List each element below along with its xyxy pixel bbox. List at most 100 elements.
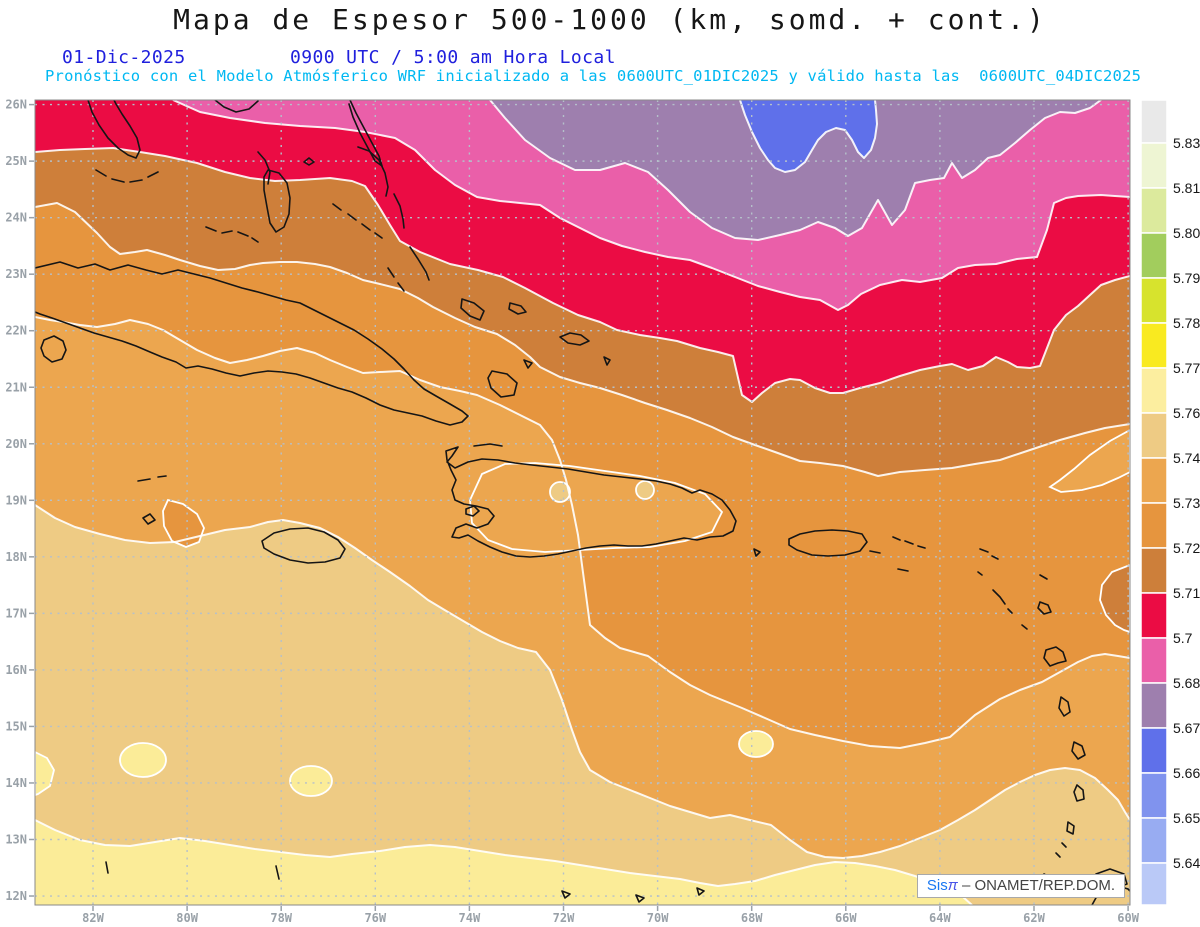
colorbar-swatch <box>1140 772 1168 819</box>
lon-label: 62W <box>1023 911 1045 925</box>
coast-caymans <box>137 475 167 525</box>
coast-providencia <box>105 861 280 880</box>
lat-label: 23N <box>5 267 27 281</box>
lat-label: 20N <box>5 437 27 451</box>
enclave-paleyellow-spot <box>119 742 167 778</box>
coast-cat-island <box>393 193 405 229</box>
coast-martinique <box>1071 741 1086 760</box>
watermark-sis: Sis <box>926 877 948 894</box>
forecast-info-line: Pronóstico con el Modelo Atmósferico WRF… <box>45 67 1142 85</box>
colorbar-label: 5.748 <box>1173 450 1200 466</box>
colorbar-swatch <box>1140 187 1168 234</box>
contour-line <box>35 202 1130 477</box>
colorbar-label: 5.831 <box>1173 135 1200 151</box>
watermark-badge: Sisπ – ONAMET/REP.DOM. <box>917 874 1125 898</box>
lon-label: 74W <box>459 911 481 925</box>
axis-labels: 26N 25N 24N 23N 22N 21N 20N 19N 18N 17N 16N 15N 14N 1… <box>5 98 1139 925</box>
colorbar-swatch <box>1140 682 1168 729</box>
coast-stlucia <box>1073 784 1085 802</box>
enclave-paleyellow-spot <box>289 765 333 797</box>
colorbar-swatch <box>1140 547 1168 594</box>
contour-line <box>739 100 878 173</box>
lon-label: 70W <box>647 911 669 925</box>
colorbar-label: 5.7 <box>1173 630 1193 646</box>
coast-gonave <box>465 505 480 517</box>
coast-andros <box>263 169 291 233</box>
coast-virgin-islands <box>869 536 926 572</box>
colorbar-label: 5.688 <box>1173 675 1200 691</box>
contour-line <box>35 316 1130 749</box>
valid-date: 01-Dic-2025 <box>62 47 186 68</box>
coast-new-providence <box>303 157 315 166</box>
watermark-sep: – <box>957 877 975 894</box>
coast-barbuda-antigua <box>1037 574 1052 615</box>
page-title: Mapa de Espesor 500-1000 (km, somd. + co… <box>173 3 1047 36</box>
coast-mona <box>753 548 761 557</box>
lat-label: 24N <box>5 211 27 225</box>
colorbar-label: 5.724 <box>1173 540 1200 556</box>
lon-label: 66W <box>835 911 857 925</box>
contour-line <box>172 100 1130 311</box>
colorbar-label: 5.712 <box>1173 585 1200 601</box>
coast-abc-islands <box>561 887 705 903</box>
coast-florida-keys <box>95 169 159 183</box>
colorbar-label: 5.819 <box>1173 180 1200 196</box>
colorbar-swatch <box>1140 412 1168 459</box>
lat-label: 12N <box>5 889 27 903</box>
colorbar-swatch <box>1140 99 1168 144</box>
coast-crooked-acklins <box>460 298 485 321</box>
coast-grand-bahama <box>214 100 259 113</box>
lat-label: 13N <box>5 832 27 846</box>
colorbar-swatch <box>1140 232 1168 279</box>
colorbar-label: 5.795 <box>1173 270 1200 286</box>
colorbar-swatch <box>1140 277 1168 324</box>
coast-florida <box>87 100 141 159</box>
lat-label: 16N <box>5 663 27 677</box>
enclave-paleyellow-spot <box>738 730 774 758</box>
lon-label: 82W <box>82 911 104 925</box>
colorbar-swatch <box>1140 592 1168 639</box>
coast-great-inagua <box>487 359 533 398</box>
band-blue <box>740 100 877 172</box>
enclave-tan-spot <box>635 480 655 500</box>
map-frame <box>34 99 1131 906</box>
coast-stvincent-grenadines <box>1055 821 1075 858</box>
colorbar-label: 5.64 <box>1173 855 1200 871</box>
lat-label: 26N <box>5 98 27 112</box>
lat-label: 21N <box>5 380 27 394</box>
colorbar-swatch <box>1140 637 1168 684</box>
enclave-darkorange-east <box>1099 564 1130 633</box>
lat-label: 15N <box>5 719 27 733</box>
colorbar-label: 5.736 <box>1173 495 1200 511</box>
colorbar-swatch <box>1140 457 1168 504</box>
enclave-orange-tongue <box>162 498 205 548</box>
colorbar-label: 5.652 <box>1173 810 1200 826</box>
colorbar-label: 5.664 <box>1173 765 1200 781</box>
coast-berry-islands <box>257 151 271 185</box>
coast-long-island <box>409 246 430 281</box>
lon-label: 76W <box>364 911 386 925</box>
coast-cuba <box>35 261 469 426</box>
coast-nw-cays <box>205 226 259 243</box>
lon-label: 60W <box>1117 911 1139 925</box>
colorbar-swatch <box>1140 502 1168 549</box>
contour-lines <box>35 100 1130 905</box>
contour-line <box>35 504 1130 859</box>
valid-time-line: 01-Dic-2025 0900 UTC / 5:00 am Hora Loca… <box>0 47 1200 69</box>
coast-tortuga <box>473 443 503 447</box>
coast-eleuthera <box>357 146 389 197</box>
contour-line <box>35 819 973 905</box>
coast-isla-juventud <box>40 335 67 363</box>
colorbar-swatch <box>1140 367 1168 414</box>
enclave-paleyellow-edge <box>35 750 55 796</box>
band-tan <box>35 505 1130 905</box>
band-paleyellow <box>35 820 1130 905</box>
coast-montserrat <box>1021 624 1028 630</box>
watermark-pi-icon: π <box>947 877 958 894</box>
colorbar-label: 5.772 <box>1173 360 1200 376</box>
colorbar-swatch <box>1140 322 1168 369</box>
coast-puerto-rico <box>788 529 868 557</box>
lon-label: 72W <box>553 911 575 925</box>
